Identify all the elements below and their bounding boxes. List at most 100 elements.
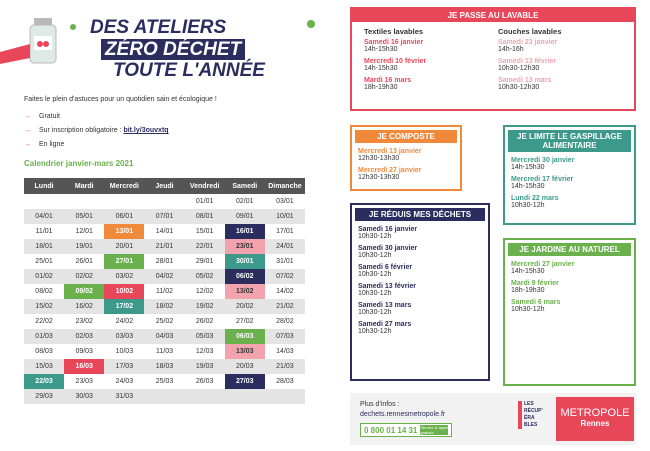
calendar-row: 22/02 23/02 24/02 25/02 26/02 27/02 28/02 — [24, 314, 305, 329]
session-date: Samedi 27 mars — [358, 321, 412, 328]
date-cell: 20/03 — [224, 359, 265, 374]
session-date: Samedi 30 janvier — [358, 245, 418, 252]
workshop-box: JE COMPOSTE Mercredi 13 janvier 12h30-13h3… — [350, 125, 462, 191]
session-list: Samedi 16 janvier 10h30-12h Samedi 30 janv… — [352, 226, 488, 335]
session-date: Mercredi 17 février — [511, 176, 574, 183]
date-cell: 11/02 — [155, 288, 173, 295]
calendar-row: 15/02 16/02 17/02 18/02 19/02 20/02 21/02 — [24, 299, 305, 314]
calendar-header: Lundi Mardi Mercredi Jeudi Vendredi Samedi Dim… — [24, 178, 305, 194]
date-cell: 03/02 — [104, 269, 145, 284]
date-cell: 01/01 — [195, 198, 214, 205]
session-list: Mercredi 30 janvier 14h-15h30 Mercredi 17 … — [505, 157, 634, 209]
session-time: 10h30-12h — [358, 309, 392, 316]
calendar-row: 25/01 26/01 27/01 28/01 29/01 30/01 31/01 — [24, 254, 305, 269]
date-cell: 21/01 — [144, 239, 185, 254]
date-cell: 26/01 — [75, 258, 93, 265]
bullet-arrow: → — [24, 113, 31, 120]
session-time: 14h-16h — [498, 46, 524, 53]
session-time: 14h-15h30 — [511, 268, 545, 275]
session-date: Mercredi 30 janvier — [511, 157, 575, 164]
title-line: DES ATELIERS — [90, 17, 227, 38]
session-date: Lundi 22 mars — [511, 195, 559, 202]
empty-cell — [144, 389, 185, 404]
date-cell: 23/02 — [75, 318, 93, 325]
phone-box: 0 800 01 14 31 Service & appel gratuits — [360, 423, 453, 437]
date-cell: 28/01 — [155, 258, 174, 265]
calendar-row: 15/03 16/03 17/03 18/03 19/03 20/03 21/03 — [24, 359, 305, 374]
calendar-title: Calendrier janvier-mars 2021 — [24, 159, 134, 168]
bullet-arrow: → — [24, 141, 31, 148]
date-cell: 20/01 — [104, 239, 145, 254]
highlight-cell: 13/03 — [224, 344, 265, 359]
day-name: Samedi — [224, 178, 265, 194]
date-cell: 07/03 — [264, 329, 305, 344]
date-cell: 09/03 — [75, 348, 93, 355]
highlight-cell: 23/01 — [224, 239, 265, 254]
lavable-box: JE PASSE AU LAVABLE Textiles lavables Same… — [350, 7, 636, 111]
date-cell: 08/02 — [35, 288, 53, 295]
bullet-text: En ligne — [39, 141, 65, 148]
date-cell: 01/03 — [24, 329, 65, 344]
highlight-cell: 13/02 — [224, 284, 265, 299]
date-cell: 28/03 — [276, 378, 294, 385]
link[interactable]: bit.ly/3ouvxtq — [123, 127, 169, 134]
session-time: 14h-15h30 — [364, 46, 398, 53]
logo-city: Rennes — [580, 419, 610, 428]
highlight-cell: 27/03 — [224, 374, 265, 389]
calendar-row: 01/01 02/01 03/01 — [24, 194, 305, 209]
empty-cell — [144, 194, 184, 209]
date-cell: 26/02 — [195, 318, 214, 325]
date-cell: 05/03 — [184, 329, 225, 344]
calendar-row: 04/01 05/01 06/01 07/01 08/01 09/01 10/01 — [24, 209, 305, 224]
date-cell: 08/01 — [184, 209, 225, 224]
date-cell: 17/03 — [104, 359, 145, 374]
column-title: Textiles lavables — [364, 27, 424, 36]
session-time: 18h-19h30 — [364, 84, 398, 91]
date-cell: 07/02 — [264, 269, 305, 284]
session-time: 10h30-12h — [358, 328, 392, 335]
session-time: 12h30-13h30 — [358, 155, 400, 162]
date-cell: 23/03 — [75, 378, 93, 385]
box-title: JE COMPOSTE — [355, 130, 457, 143]
date-cell: 21/02 — [264, 299, 305, 314]
session-time: 14h-15h30 — [511, 183, 545, 190]
calendar-row: 18/01 19/01 20/01 21/01 22/01 23/01 24/01 — [24, 239, 305, 254]
date-cell: 31/03 — [104, 389, 145, 404]
session-date: Mardi 16 mars — [364, 77, 412, 84]
session-time: 10h30-12h — [511, 202, 545, 209]
date-cell: 03/01 — [276, 198, 294, 205]
day-name: Mardi — [64, 178, 105, 194]
day-name: Mercredi — [104, 178, 145, 194]
highlight-cell: 06/03 — [224, 329, 265, 344]
date-cell: 30/03 — [64, 389, 105, 404]
date-cell: 17/01 — [276, 228, 294, 235]
highlight-cell: 09/02 — [64, 284, 105, 299]
phone: 0 800 01 14 31 — [364, 425, 418, 435]
date-cell: 20/02 — [224, 299, 265, 314]
empty-cell — [64, 194, 104, 209]
jar-illustration — [0, 18, 57, 64]
highlight-cell: 22/03 — [24, 374, 65, 389]
bullet-arrow: → — [24, 127, 31, 134]
session-time: 10h30-12h — [358, 271, 392, 278]
date-cell: 14/01 — [155, 228, 174, 235]
session-time: 10h30-12h — [358, 290, 392, 297]
workshop-box: JE RÉDUIS MES DÉCHETS Samedi 16 janvier 10… — [350, 203, 490, 381]
session-date: Mercredi 13 janvier — [358, 148, 422, 155]
date-cell: 25/03 — [155, 378, 174, 385]
date-cell: 25/01 — [35, 258, 53, 265]
calendar-row: 29/03 30/03 31/03 — [24, 389, 305, 404]
empty-cell — [264, 389, 305, 404]
date-cell: 01/02 — [24, 269, 65, 284]
website[interactable]: dechets.rennesmetropole.fr — [360, 411, 446, 418]
date-cell: 15/02 — [24, 299, 65, 314]
date-cell: 19/03 — [184, 359, 225, 374]
date-cell: 19/02 — [184, 299, 225, 314]
dot — [307, 20, 315, 28]
date-cell: 05/01 — [64, 209, 105, 224]
highlight-cell: 16/03 — [64, 359, 105, 374]
session-time: 10h30-12h — [358, 233, 392, 240]
date-cell: 04/02 — [144, 269, 185, 284]
calendar-row: 08/02 09/02 10/02 11/02 12/02 13/02 14/02 — [24, 284, 305, 299]
